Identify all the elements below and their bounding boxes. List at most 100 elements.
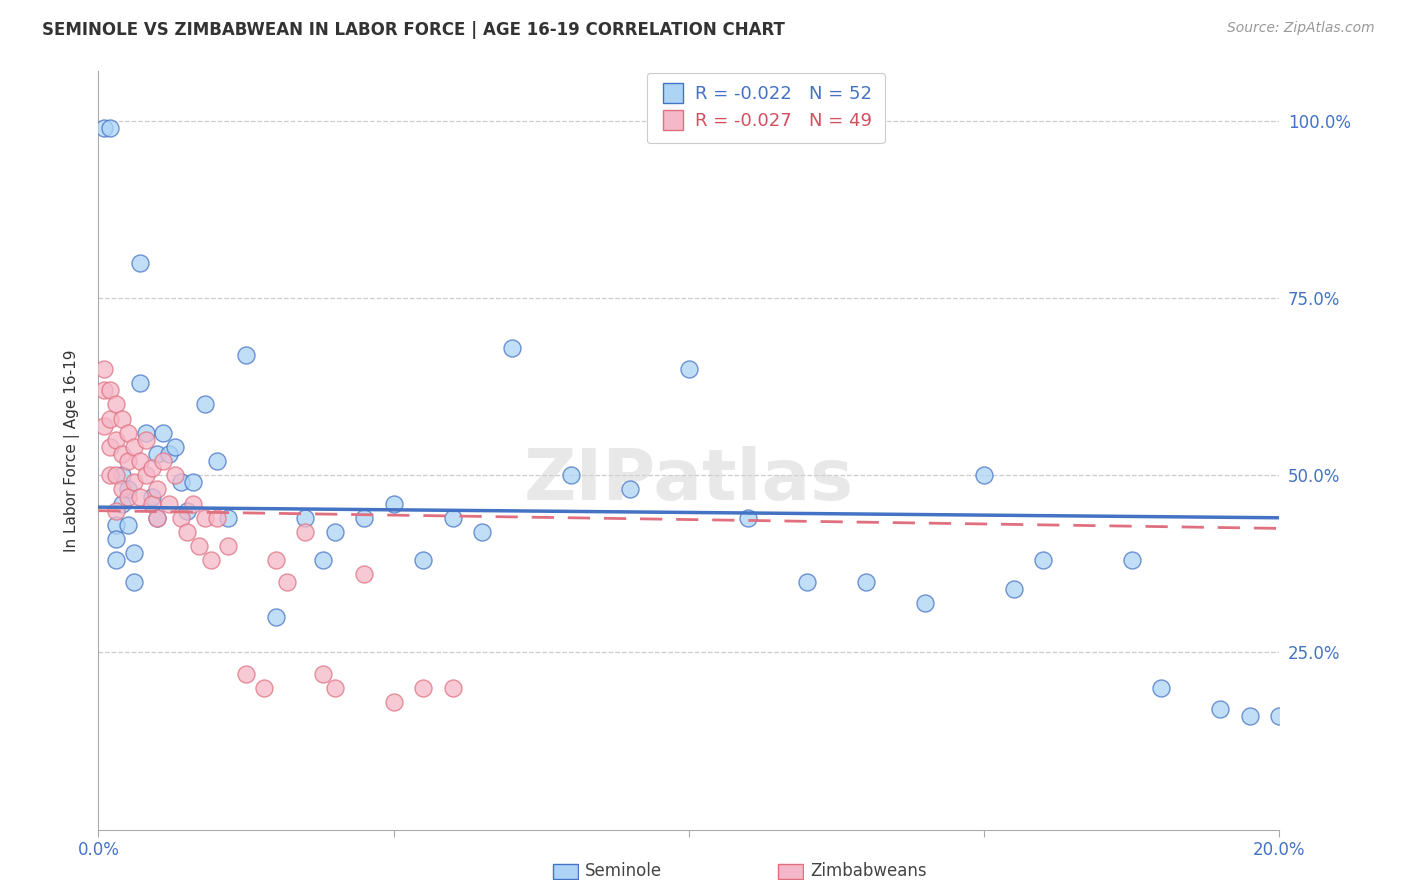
- Point: [412, 681, 434, 695]
- Point: [1121, 553, 1143, 567]
- Legend: R = -0.022   N = 52, R = -0.027   N = 49: R = -0.022 N = 52, R = -0.027 N = 49: [647, 73, 884, 143]
- Point: [117, 483, 139, 497]
- Point: [323, 524, 346, 539]
- Point: [128, 255, 150, 269]
- Point: [181, 475, 204, 490]
- Point: [973, 468, 995, 483]
- Point: [471, 524, 494, 539]
- Point: [170, 510, 193, 524]
- Point: [914, 596, 936, 610]
- Point: [205, 510, 228, 524]
- Point: [105, 553, 128, 567]
- Point: [382, 695, 405, 709]
- Point: [135, 468, 157, 483]
- Point: [93, 121, 115, 136]
- Text: SEMINOLE VS ZIMBABWEAN IN LABOR FORCE | AGE 16-19 CORRELATION CHART: SEMINOLE VS ZIMBABWEAN IN LABOR FORCE | …: [42, 21, 785, 38]
- Point: [194, 510, 217, 524]
- Point: [122, 546, 145, 560]
- Bar: [778, 864, 803, 879]
- Point: [117, 425, 139, 440]
- Point: [111, 447, 134, 461]
- Point: [501, 341, 523, 355]
- Point: [105, 517, 128, 532]
- Point: [1268, 709, 1291, 723]
- Point: [200, 553, 222, 567]
- Point: [264, 610, 287, 624]
- Point: [111, 411, 134, 425]
- Point: [135, 425, 157, 440]
- Point: [135, 433, 157, 447]
- Y-axis label: In Labor Force | Age 16-19: In Labor Force | Age 16-19: [63, 349, 80, 552]
- Point: [98, 121, 121, 136]
- Point: [276, 574, 298, 589]
- Text: Source: ZipAtlas.com: Source: ZipAtlas.com: [1227, 21, 1375, 35]
- Point: [165, 440, 187, 454]
- Point: [205, 454, 228, 468]
- Point: [353, 510, 375, 524]
- Point: [382, 497, 405, 511]
- Text: Seminole: Seminole: [585, 863, 662, 880]
- Point: [146, 447, 169, 461]
- Point: [1150, 681, 1173, 695]
- Point: [1209, 702, 1232, 716]
- Point: [294, 524, 316, 539]
- Point: [323, 681, 346, 695]
- Point: [93, 418, 115, 433]
- Point: [194, 397, 217, 411]
- Point: [353, 567, 375, 582]
- Point: [98, 383, 121, 397]
- Point: [98, 440, 121, 454]
- Point: [235, 348, 257, 362]
- Point: [105, 397, 128, 411]
- Point: [105, 532, 128, 546]
- Point: [253, 681, 276, 695]
- Point: [98, 411, 121, 425]
- Point: [141, 461, 163, 475]
- Point: [128, 490, 150, 504]
- Point: [141, 497, 163, 511]
- Point: [128, 376, 150, 391]
- Point: [128, 454, 150, 468]
- Point: [157, 447, 180, 461]
- Point: [176, 504, 198, 518]
- Point: [146, 510, 169, 524]
- Point: [111, 497, 134, 511]
- Text: Zimbabweans: Zimbabweans: [810, 863, 927, 880]
- Point: [312, 666, 335, 681]
- Point: [796, 574, 818, 589]
- Point: [111, 468, 134, 483]
- Point: [122, 574, 145, 589]
- Point: [187, 539, 209, 553]
- Point: [217, 539, 239, 553]
- Point: [117, 490, 139, 504]
- Point: [146, 483, 169, 497]
- Point: [312, 553, 335, 567]
- Point: [412, 553, 434, 567]
- Point: [105, 504, 128, 518]
- Point: [176, 524, 198, 539]
- Point: [93, 362, 115, 376]
- Point: [117, 454, 139, 468]
- Point: [181, 497, 204, 511]
- Bar: [553, 864, 578, 879]
- Point: [1239, 709, 1261, 723]
- Point: [146, 510, 169, 524]
- Point: [294, 510, 316, 524]
- Point: [152, 425, 174, 440]
- Point: [441, 681, 464, 695]
- Point: [1032, 553, 1054, 567]
- Point: [235, 666, 257, 681]
- Point: [165, 468, 187, 483]
- Point: [122, 475, 145, 490]
- Point: [217, 510, 239, 524]
- Point: [141, 490, 163, 504]
- Point: [1002, 582, 1025, 596]
- Text: ZIPatlas: ZIPatlas: [524, 446, 853, 516]
- Point: [855, 574, 877, 589]
- Point: [157, 497, 180, 511]
- Point: [117, 517, 139, 532]
- Point: [105, 468, 128, 483]
- Point: [122, 440, 145, 454]
- Point: [152, 454, 174, 468]
- Point: [170, 475, 193, 490]
